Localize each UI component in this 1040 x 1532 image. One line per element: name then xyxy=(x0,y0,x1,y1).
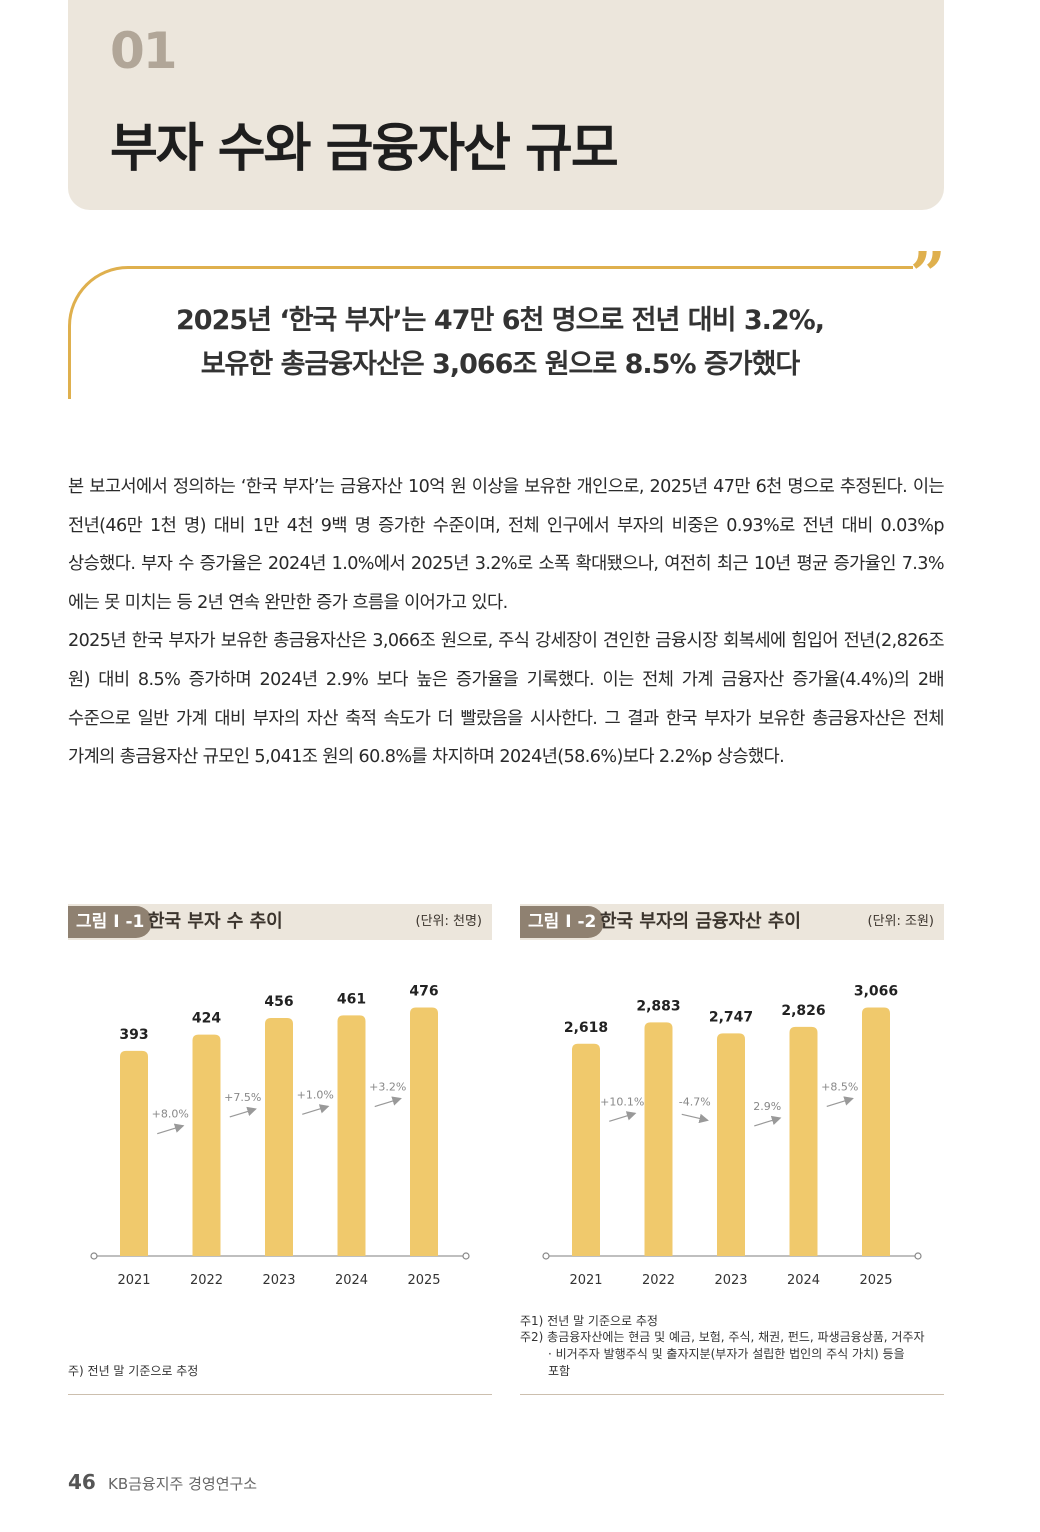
chart1-growth-label-2: +7.5% xyxy=(224,1091,261,1104)
chart1-value-label-2024: 461 xyxy=(337,991,366,1007)
figure1-chart: 393 2021 424 2022 456 2023 461 2024 476 2025 +8.0%… xyxy=(90,984,470,1288)
figure1-title: 한국 부자 수 추이 xyxy=(148,911,283,932)
chart1-bar-2022 xyxy=(192,1034,221,1256)
figure2-note-2-cont: · 비거주자 발행주식 및 출자지분(부자가 설립한 법인의 주식 가치) 등을 xyxy=(548,1347,905,1361)
figure2-divider xyxy=(520,1394,944,1395)
section-number: 01 xyxy=(110,22,178,80)
chart2-x-tick-2021: 2021 xyxy=(569,1273,602,1288)
chart1-growth-arrow-icon-3 xyxy=(302,1104,330,1115)
chart1-value-label-2023: 456 xyxy=(264,994,293,1010)
headline-line-2: 보유한 총금융자산은 3,066조 원으로 8.5% 증가했다 xyxy=(200,349,801,380)
body-paragraph-2: 2025년 한국 부자가 보유한 총금융자산은 3,066조 원으로, 주식 강… xyxy=(68,631,945,768)
chart1-axis-start-dot xyxy=(90,1252,98,1260)
chart1-x-tick-2025: 2025 xyxy=(407,1273,440,1288)
chart2-x-tick-2024: 2024 xyxy=(787,1273,820,1288)
chart1-value-label-2022: 424 xyxy=(192,1011,221,1027)
chart1-axis-end-dot xyxy=(462,1252,470,1260)
headline-line-1: 2025년 ‘한국 부자’는 47만 6천 명으로 전년 대비 3.2%, xyxy=(176,305,825,336)
chart1-x-tick-2023: 2023 xyxy=(262,1273,295,1288)
chart2-growth-label-1: +10.1% xyxy=(600,1095,644,1108)
chart1-growth-label-4: +3.2% xyxy=(369,1081,406,1094)
chart1-x-tick-2024: 2024 xyxy=(335,1273,368,1288)
chart2-x-tick-2023: 2023 xyxy=(714,1273,747,1288)
page-number: 46 xyxy=(68,1470,96,1494)
chart2-growth-arrow-icon-3 xyxy=(754,1115,782,1127)
chart1-value-label-2021: 393 xyxy=(119,1027,148,1043)
figure2-note-2: 주2) 총금융자산에는 현금 및 예금, 보험, 주식, 채권, 펀드, 파생금… xyxy=(520,1330,925,1344)
chart1-bar-2025 xyxy=(410,1007,438,1256)
chart1-bar-2021 xyxy=(120,1050,148,1256)
chart2-growth-arrow-icon-4 xyxy=(826,1096,854,1108)
section-title: 부자 수와 금융자산 규모 xyxy=(110,119,619,179)
quote-frame xyxy=(68,266,913,399)
chart2-x-tick-2025: 2025 xyxy=(859,1273,892,1288)
chart2-growth-label-2: -4.7% xyxy=(679,1095,711,1108)
figure2-tag: 그림 I -2 xyxy=(520,906,605,938)
chart1-bar-2024 xyxy=(337,1015,366,1256)
chart2-x-tick-2022: 2022 xyxy=(642,1273,675,1288)
figure2-header: 그림 I -2 한국 부자의 금융자산 추이 (단위: 조원) xyxy=(520,904,944,940)
chart1-bar-2023 xyxy=(265,1017,293,1256)
section-header xyxy=(68,0,944,210)
figure1-header: 그림 I -1 한국 부자 수 추이 (단위: 천명) xyxy=(68,904,492,940)
figure2-note-2-end: 포함 xyxy=(548,1364,571,1378)
chart2-growth-arrow-icon-2 xyxy=(681,1113,709,1124)
chart2-value-label-2021: 2,618 xyxy=(564,1020,608,1036)
chart1-x-tick-2021: 2021 xyxy=(117,1273,150,1288)
quote-mark-icon: ” xyxy=(910,238,946,311)
chart2-bar-2025 xyxy=(862,1007,890,1256)
chart1-growth-arrow-icon-1 xyxy=(157,1123,185,1135)
figure1-tag: 그림 I -1 xyxy=(68,906,153,938)
figure2-unit: (단위: 조원) xyxy=(867,914,935,929)
figure1-divider xyxy=(68,1394,492,1395)
chart2-value-label-2022: 2,883 xyxy=(636,998,680,1014)
chart2-value-label-2025: 3,066 xyxy=(854,983,898,999)
body-paragraph-1: 본 보고서에서 정의하는 ‘한국 부자’는 금융자산 10억 원 이상을 보유한… xyxy=(68,477,945,613)
footer-organization: KB금융지주 경영연구소 xyxy=(108,1475,258,1493)
figure2-note-1: 주1) 전년 말 기준으로 추정 xyxy=(520,1314,658,1328)
chart1-growth-label-3: +1.0% xyxy=(297,1088,334,1101)
chart2-growth-label-4: +8.5% xyxy=(821,1080,858,1093)
chart2-value-label-2024: 2,826 xyxy=(781,1003,825,1019)
chart1-growth-arrow-icon-4 xyxy=(374,1096,402,1108)
chart2-bar-2022 xyxy=(644,1022,673,1256)
chart2-axis-end-dot xyxy=(914,1252,922,1260)
figure2-title: 한국 부자의 금융자산 추이 xyxy=(600,911,801,932)
chart2-bar-2023 xyxy=(717,1033,745,1256)
chart2-bar-2021 xyxy=(572,1043,600,1256)
chart1-growth-arrow-icon-2 xyxy=(229,1106,257,1118)
chart2-value-label-2023: 2,747 xyxy=(709,1009,753,1025)
figure2-chart: 2,618 2021 2,883 2022 2,747 2023 2,826 2024 3,06… xyxy=(542,983,922,1288)
chart1-growth-label-1: +8.0% xyxy=(152,1108,189,1121)
chart2-bar-2024 xyxy=(789,1026,818,1256)
figure1-note: 주) 전년 말 기준으로 추정 xyxy=(68,1364,199,1378)
chart1-x-tick-2022: 2022 xyxy=(190,1273,223,1288)
chart1-value-label-2025: 476 xyxy=(409,984,438,1000)
chart2-axis-start-dot xyxy=(542,1252,550,1260)
chart2-growth-arrow-icon-1 xyxy=(609,1111,637,1122)
chart2-growth-label-3: 2.9% xyxy=(753,1100,781,1113)
figure1-unit: (단위: 천명) xyxy=(415,914,483,929)
body-text: 본 보고서에서 정의하는 ‘한국 부자’는 금융자산 10억 원 이상을 보유한… xyxy=(68,468,945,777)
